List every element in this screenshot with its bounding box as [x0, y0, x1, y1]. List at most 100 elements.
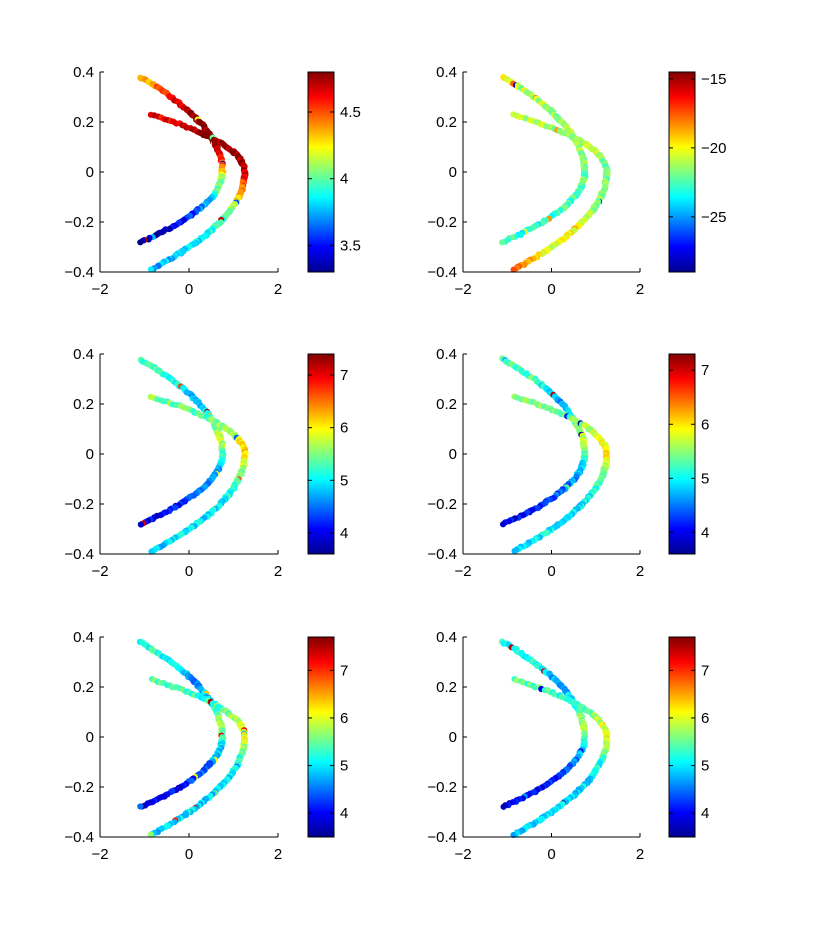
- panel-top-right: −2 0 2−0.4−0.200.20.4−25−20−15: [427, 64, 726, 298]
- panel-bottom-right: −2 0 2 −0.4 −0.2 0 0.2 0.4 4 5 6 7: [427, 629, 709, 863]
- y-tick-label: 0.2: [73, 114, 94, 131]
- colorbar-tick-label: 5: [701, 470, 709, 487]
- scatter-point: [137, 521, 144, 528]
- y-tick-label: −0.2: [427, 496, 457, 513]
- colorbar-gradient: [308, 637, 334, 837]
- scatter-point: [137, 239, 144, 246]
- colorbar-gradient: [308, 72, 334, 272]
- x-tick-label: 2: [636, 281, 644, 298]
- x-tick-label: 2: [274, 563, 282, 580]
- y-tick-label: 0.4: [436, 64, 457, 81]
- y-tick-label: 0.2: [436, 114, 457, 131]
- colorbar-tick-label: −25: [701, 209, 726, 226]
- y-tick-label: 0: [86, 446, 94, 463]
- y-tick-label: 0.4: [73, 346, 94, 363]
- scatter-point: [499, 239, 506, 246]
- x-tick-label: 0: [547, 281, 555, 298]
- scatter-point: [147, 831, 154, 838]
- y-tick-label: −0.2: [64, 496, 94, 513]
- colorbar-gradient: [308, 354, 334, 554]
- scatter-point: [500, 521, 507, 528]
- colorbar-frame: [307, 636, 335, 838]
- scatter-points: [137, 74, 249, 273]
- colorbar-frame: [307, 353, 335, 555]
- y-tick-label: 0: [449, 729, 457, 746]
- y-tick-label: −0.2: [64, 779, 94, 796]
- colorbar-tick-label: 6: [340, 710, 348, 727]
- scatter-points: [136, 638, 248, 838]
- y-tick-label: 0.2: [73, 679, 94, 696]
- y-tick-label: −0.4: [64, 264, 94, 281]
- colorbar-tick-label: 4: [701, 524, 709, 541]
- x-tick-label: 0: [547, 563, 555, 580]
- colorbar: 4 5 6 7: [668, 636, 709, 838]
- y-tick-label: −0.4: [64, 829, 94, 846]
- x-tick-label: −2: [454, 846, 471, 863]
- x-tick-label: −2: [91, 281, 108, 298]
- panel-middle-right: −2 0 2 −0.4 −0.2 0 0.2 0.4 4 5 6 7: [427, 346, 709, 580]
- x-tick-label: 0: [547, 846, 555, 863]
- colorbar: 4 5 6 7: [307, 636, 348, 838]
- colorbar-tick-label: −15: [701, 71, 726, 88]
- y-tick-label: 0.2: [436, 679, 457, 696]
- scatter-point: [500, 803, 507, 810]
- colorbar-tick-label: −20: [701, 140, 726, 157]
- colorbar: −25 −20 −15: [668, 71, 726, 273]
- colorbar-tick-label: 7: [701, 662, 709, 679]
- scatter-point: [510, 266, 517, 273]
- colorbar-tick-label: 5: [340, 472, 348, 489]
- scatter-point: [137, 803, 144, 810]
- x-tick-label: 2: [274, 281, 282, 298]
- y-tick-label: 0.4: [436, 629, 457, 646]
- y-tick-label: 0.4: [73, 629, 94, 646]
- y-tick-label: 0.2: [436, 396, 457, 413]
- y-tick-label: 0: [86, 729, 94, 746]
- y-tick-label: −0.4: [427, 264, 457, 281]
- colorbar-tick-label: 4: [701, 805, 709, 822]
- colorbar-tick-label: 4: [340, 525, 348, 542]
- colorbar-tick-label: 4: [340, 805, 348, 822]
- colorbar-gradient: [669, 72, 695, 272]
- x-tick-label: −2: [91, 563, 108, 580]
- x-tick-label: −2: [91, 846, 108, 863]
- colorbar-gradient: [669, 637, 695, 837]
- colorbar-tick-label: 6: [701, 416, 709, 433]
- colorbar-tick-label: 4: [340, 171, 348, 188]
- colorbar-tick-label: 7: [701, 362, 709, 379]
- colorbar-frame: [668, 353, 696, 555]
- scatter-point: [531, 684, 539, 691]
- y-tick-label: −0.4: [64, 546, 94, 563]
- colorbar-tick-label: 3.5: [340, 237, 361, 254]
- x-tick-label: −2: [454, 281, 471, 298]
- panel-bottom-left: −2 0 2 −0.4 −0.2 0 0.2 0.4 4 5 6 7: [64, 629, 348, 863]
- scatter-points: [499, 74, 611, 273]
- y-tick-label: 0.4: [73, 64, 94, 81]
- y-tick-label: 0.2: [73, 396, 94, 413]
- colorbar-tick-label: 6: [340, 420, 348, 437]
- panel-middle-left: −2 0 2 −0.4 −0.2 0 0.2 0.4 4 5 6 7: [64, 346, 348, 580]
- scatter-point: [511, 547, 518, 555]
- scatter-points: [499, 638, 611, 839]
- colorbar-tick-label: 7: [340, 367, 348, 384]
- scatter-points: [137, 356, 249, 555]
- scatter-points: [499, 355, 611, 555]
- colorbar-tick-label: 5: [701, 758, 709, 775]
- scatter-point: [147, 266, 155, 273]
- x-tick-label: 2: [274, 846, 282, 863]
- colorbar-tick-label: 6: [701, 710, 709, 727]
- x-tick-label: 0: [185, 846, 193, 863]
- colorbar-tick-label: 5: [340, 758, 348, 775]
- x-tick-label: 0: [185, 563, 193, 580]
- y-tick-label: 0.4: [436, 346, 457, 363]
- panel-top-left: −2 0 2 −0.4 −0.2 0 0.2 0.4 3.5 4 4.5: [64, 64, 360, 298]
- colorbar-frame: [668, 71, 696, 273]
- y-tick-label: 0: [86, 164, 94, 181]
- y-tick-label: −0.4: [427, 829, 457, 846]
- colorbar-frame: [307, 71, 335, 273]
- y-tick-label: −0.4: [427, 546, 457, 563]
- x-tick-label: 2: [636, 846, 644, 863]
- scatter-point: [148, 548, 155, 555]
- colorbar-gradient: [669, 354, 695, 554]
- colorbar: 3.5 4 4.5: [307, 71, 361, 273]
- colorbar: 4 5 6 7: [668, 353, 709, 555]
